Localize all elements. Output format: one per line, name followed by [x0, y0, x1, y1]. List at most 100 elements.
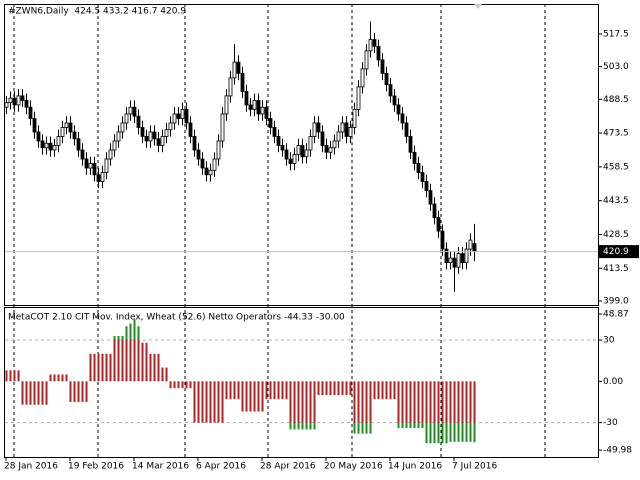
candle-body [92, 163, 97, 176]
histogram-bar [121, 340, 124, 382]
candle-body [420, 172, 425, 182]
histogram-bar [129, 323, 132, 341]
histogram-bar [121, 335, 124, 341]
histogram-bar [169, 381, 172, 389]
histogram-bar [445, 422, 448, 444]
candle-body [16, 95, 21, 106]
histogram-bar [325, 381, 328, 396]
candle-body [192, 136, 197, 151]
y-tick-label: 428.5 [603, 230, 629, 240]
histogram-bar [233, 381, 236, 400]
candle-body [160, 136, 165, 146]
histogram-bar [165, 367, 168, 382]
histogram-bar [289, 381, 292, 423]
candle-body [44, 142, 49, 149]
candle-body [152, 131, 157, 140]
candle-body [12, 97, 17, 106]
candle-body [340, 122, 345, 133]
histogram-bar [277, 381, 280, 400]
histogram-bar [345, 381, 348, 396]
candle-body [176, 113, 181, 119]
histogram-bar [89, 353, 92, 382]
histogram-bar [361, 381, 364, 423]
candle-body [304, 149, 309, 158]
candle-body [376, 45, 381, 61]
candle-body [344, 122, 349, 137]
histogram-bar [57, 374, 60, 382]
histogram-bar [357, 422, 360, 434]
candle-body [184, 109, 189, 124]
candle-body [272, 127, 277, 137]
y-tick-label: 458.5 [603, 162, 629, 172]
candle-body [232, 61, 237, 79]
histogram-bar [13, 370, 16, 382]
histogram-bar [417, 422, 420, 429]
candle-body [224, 95, 229, 115]
candle-body [436, 217, 441, 232]
indicator-title: MetaCOT 2.10 CIT Mov. Index, Wheat (52.6… [8, 313, 345, 323]
histogram-bar [465, 381, 468, 423]
histogram-bar [253, 381, 256, 412]
candle-body [56, 136, 61, 146]
histogram-bar [29, 381, 32, 405]
candle-body [444, 248, 449, 264]
histogram-bar [469, 381, 472, 423]
histogram-bar [133, 319, 136, 341]
candle-body [248, 104, 253, 110]
histogram-bar [53, 374, 56, 382]
histogram-bar [313, 422, 316, 430]
candle-body [68, 122, 73, 133]
histogram-bar [117, 335, 120, 341]
candle-body [268, 118, 273, 128]
histogram-bar [17, 370, 20, 382]
histogram-bar [189, 381, 192, 389]
x-tick-label: 7 Jul 2016 [452, 462, 497, 472]
candle-body [432, 203, 437, 218]
histogram-bar [5, 370, 8, 382]
candle-body [472, 243, 477, 253]
histogram-bar [449, 381, 452, 423]
histogram-bar [449, 422, 452, 442]
histogram-bar [237, 381, 240, 400]
histogram-bar [145, 342, 148, 382]
histogram-bar [109, 353, 112, 382]
histogram-bar [221, 381, 224, 423]
histogram-bar [421, 381, 424, 423]
histogram-bar [361, 422, 364, 434]
candle-body [172, 113, 177, 124]
x-tick-label: 28 Jan 2016 [4, 462, 58, 472]
histogram-bar [149, 353, 152, 382]
candle-body [348, 127, 353, 137]
histogram-bar [405, 381, 408, 423]
histogram-bar [21, 381, 24, 405]
candle-body [240, 72, 245, 92]
candle-body [148, 131, 153, 142]
candle-body [124, 113, 129, 124]
histogram-bar [205, 381, 208, 423]
histogram-bar [73, 381, 76, 402]
histogram-bar [329, 381, 332, 396]
candle-body [60, 127, 65, 137]
candle-body [332, 140, 337, 149]
histogram-bar [441, 381, 444, 423]
candle-body [284, 149, 289, 160]
histogram-bar [261, 381, 264, 412]
histogram-bar [369, 422, 372, 434]
histogram-bar [397, 422, 400, 429]
candle-body [424, 181, 429, 191]
histogram-bar [353, 381, 356, 423]
candle-body [116, 131, 121, 142]
candle-body [228, 77, 233, 97]
histogram-bar [309, 422, 312, 430]
candle-body [312, 122, 317, 137]
candle-body [412, 151, 417, 164]
histogram-bar [157, 353, 160, 382]
histogram-bar [465, 422, 468, 442]
histogram-bar [281, 381, 284, 400]
candle-body [400, 113, 405, 124]
histogram-bar [413, 422, 416, 429]
histogram-bar [453, 381, 456, 423]
histogram-bar [365, 381, 368, 423]
candle-body [252, 100, 257, 110]
